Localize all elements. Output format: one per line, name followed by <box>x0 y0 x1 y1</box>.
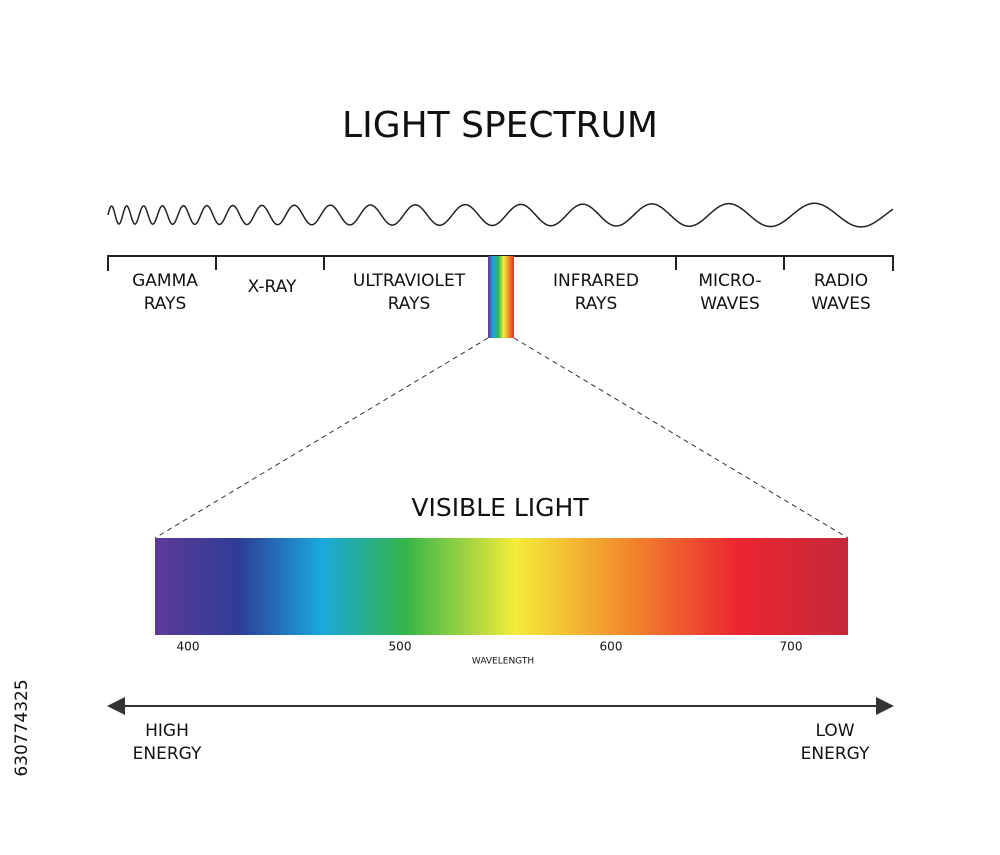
band-label: MICRO- <box>698 271 761 291</box>
title: LIGHT SPECTRUM <box>342 105 658 146</box>
band-label: ULTRAVIOLET <box>353 271 466 291</box>
energy-label: ENERGY <box>133 744 202 764</box>
band-label: RAYS <box>575 294 618 314</box>
tick-label: 500 <box>389 640 412 654</box>
axis-label: WAVELENGTH <box>472 657 534 667</box>
band-label: RADIO <box>814 271 868 291</box>
zoom-lines <box>154 337 849 539</box>
wave <box>107 202 894 228</box>
band-label: WAVES <box>700 294 760 314</box>
visible-spectrum <box>155 538 848 635</box>
tick-label: 700 <box>780 640 803 654</box>
energy-arrow <box>107 697 894 715</box>
tick-label: 600 <box>600 640 623 654</box>
band-label: RAYS <box>144 294 187 314</box>
tick-label: 400 <box>177 640 200 654</box>
energy-label: ENERGY <box>801 744 870 764</box>
band-label: WAVES <box>811 294 871 314</box>
band-label: RAYS <box>388 294 431 314</box>
energy-label: LOW <box>815 721 854 741</box>
band-label: GAMMA <box>132 271 198 291</box>
band-label: X-RAY <box>248 277 297 297</box>
visible-title: VISIBLE LIGHT <box>411 493 589 522</box>
energy-label: HIGH <box>145 721 189 741</box>
band-label: INFRARED <box>553 271 639 291</box>
image-id: 630774325 <box>12 679 32 776</box>
visible-band <box>488 256 514 338</box>
